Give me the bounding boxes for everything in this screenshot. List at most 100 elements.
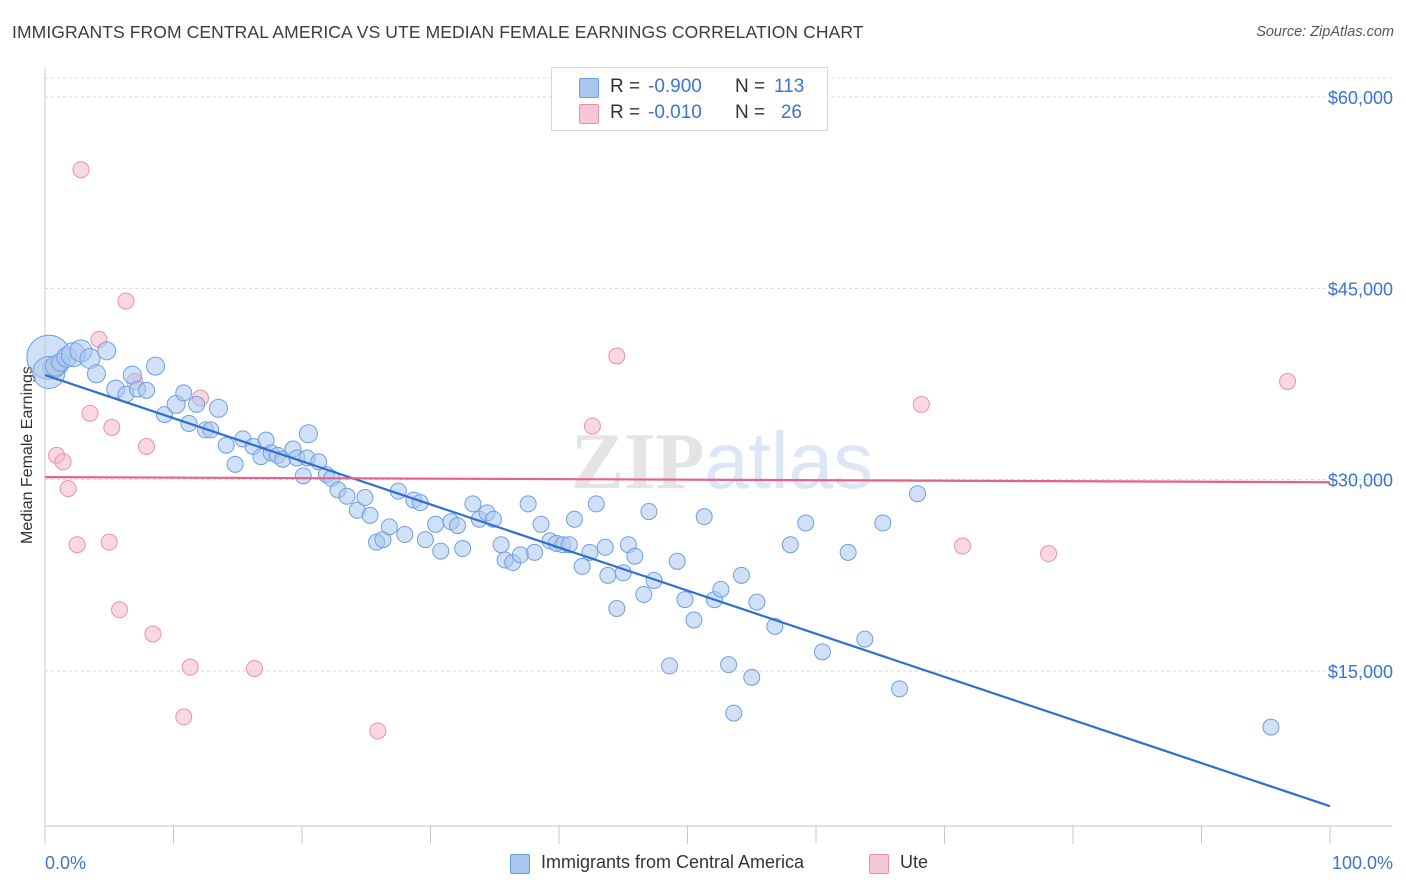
ute-point (117, 292, 135, 310)
x-tick-label: 100.0% (1332, 853, 1393, 873)
legend-row-ute: R = -0.010 N = 26 (552, 102, 802, 128)
central-america-point (380, 518, 398, 536)
x-tick-label: 0.0% (45, 853, 86, 873)
central-america-point (432, 542, 450, 560)
central-america-point (596, 538, 614, 556)
central-america-point (454, 540, 472, 558)
central-america-point (874, 514, 892, 532)
central-america-point (86, 364, 106, 384)
central-america-point (856, 630, 874, 648)
central-america-point (685, 611, 703, 629)
central-america-point (668, 552, 686, 570)
central-america-point (813, 643, 831, 661)
central-america-point (188, 395, 206, 413)
central-america-point (599, 566, 617, 584)
ute-point (175, 708, 193, 726)
central-america-point (427, 515, 445, 533)
bottom-legend-label: Immigrants from Central America (541, 852, 805, 872)
bottom-legend-swatch-pink (869, 854, 889, 874)
legend-n-label: N = (735, 76, 766, 97)
ute-trend-line (44, 476, 1331, 484)
central-america-point (294, 467, 312, 485)
legend-r-value: -0.900 (648, 76, 702, 97)
central-america-point (748, 593, 766, 611)
central-america-point (526, 543, 544, 561)
central-america-point (797, 514, 815, 532)
ute-point (912, 395, 930, 413)
central-america-point (361, 506, 379, 524)
ute-point (583, 417, 601, 435)
y-tick-label: $45,000 (1328, 279, 1393, 299)
chart-title: IMMIGRANTS FROM CENTRAL AMERICA VS UTE M… (12, 22, 864, 42)
central-america-point (732, 566, 750, 584)
ute-point (608, 347, 626, 365)
central-america-point (909, 485, 927, 503)
central-america-point (226, 455, 244, 473)
central-america-point (781, 536, 799, 554)
central-america-point (587, 495, 605, 513)
ute-point (953, 537, 971, 555)
central-america-point (492, 536, 510, 554)
central-america-point (839, 543, 857, 561)
central-america-point (416, 531, 434, 549)
central-america-point (661, 657, 679, 675)
legend-swatch-blue (579, 78, 599, 98)
legend-n-value: 113 (774, 76, 805, 97)
central-america-point (511, 546, 529, 564)
legend-n-value: 26 (780, 102, 802, 123)
central-america-trend-line (44, 374, 1331, 808)
legend-r-label: R = (610, 102, 641, 123)
y-tick-label: $60,000 (1328, 88, 1393, 108)
ute-point (100, 533, 118, 551)
central-america-point (573, 557, 591, 575)
central-america-point (712, 580, 730, 598)
central-america-point (356, 489, 374, 507)
central-america-point (640, 503, 658, 521)
central-america-point (448, 517, 466, 535)
central-america-point (676, 591, 694, 609)
bottom-legend-swatch-blue (510, 854, 530, 874)
ute-point (54, 453, 72, 471)
central-america-point (396, 526, 414, 544)
central-america-point (743, 668, 761, 686)
central-america-point (565, 510, 583, 528)
central-america-point (532, 515, 550, 533)
central-america-point (464, 495, 482, 513)
source-label: Source: ZipAtlas.com (1256, 24, 1394, 40)
ute-point (72, 161, 90, 179)
watermark: ZIPatlas (571, 416, 873, 506)
central-america-point (725, 704, 743, 722)
ute-point (59, 480, 77, 498)
central-america-point (338, 487, 356, 505)
central-america-point (97, 341, 117, 361)
y-tick-label: $15,000 (1328, 662, 1393, 682)
central-america-point (635, 585, 653, 603)
legend-swatch-pink (579, 104, 599, 124)
correlation-legend: R = -0.900 N = 113 R = -0.010 N = 26 (551, 67, 828, 131)
central-america-point (298, 424, 318, 444)
central-america-point (695, 508, 713, 526)
ute-point (68, 536, 86, 554)
ute-point (181, 658, 199, 676)
central-america-point (608, 599, 626, 617)
central-america-point (175, 384, 193, 402)
central-america-point (891, 680, 909, 698)
ute-point (81, 404, 99, 422)
ute-point (1040, 545, 1058, 563)
legend-r-value: -0.010 (648, 102, 702, 123)
bottom-legend-label: Ute (900, 852, 929, 872)
central-america-point (208, 398, 228, 418)
central-america-point (626, 547, 644, 565)
ute-point (369, 722, 387, 740)
ute-point (111, 601, 129, 619)
legend-r-label: R = (610, 76, 641, 97)
central-america-point (217, 436, 235, 454)
central-america-point (1262, 718, 1280, 736)
legend-row-central-america: R = -0.900 N = 113 (552, 76, 804, 102)
ute-point (138, 438, 156, 456)
central-america-point (146, 356, 166, 376)
ute-point (1279, 372, 1297, 390)
central-america-point (720, 656, 738, 674)
central-america-point (138, 381, 156, 399)
